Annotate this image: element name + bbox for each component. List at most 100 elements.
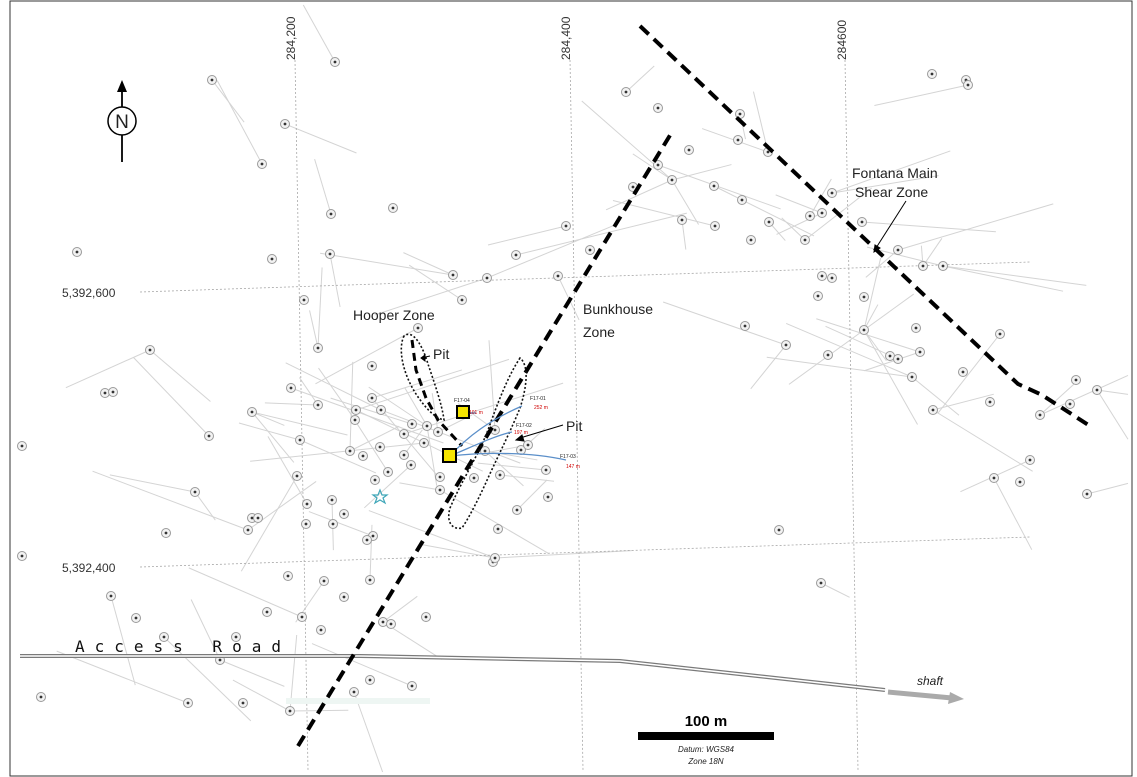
historic-collars (17, 57, 1102, 716)
historic-collar-dot (438, 488, 442, 492)
historic-collar-dot (111, 390, 115, 394)
historic-trace (942, 265, 1087, 286)
historic-collar-dot (1018, 480, 1022, 484)
historic-trace (605, 179, 673, 211)
historic-collar-dot (819, 581, 823, 585)
historic-collar-dot (319, 628, 323, 632)
hole-length-f17-04: 101 m (469, 410, 483, 416)
historic-trace (515, 212, 687, 256)
historic-collar-dot (288, 709, 292, 713)
historic-trace (311, 643, 413, 687)
historic-trace (380, 409, 521, 464)
historic-collar-dot (515, 508, 519, 512)
historic-trace (993, 477, 1033, 550)
historic-trace (314, 159, 332, 215)
historic-trace (318, 367, 356, 421)
historic-collar-dot (656, 106, 660, 110)
historic-trace (349, 425, 400, 452)
historic-collar-dot (373, 478, 377, 482)
collar-f17-04 (456, 405, 470, 419)
scale-bar-label: 100 m (685, 713, 728, 730)
historic-collar-dot (302, 298, 306, 302)
historic-collar-dot (371, 534, 375, 538)
shaft-arrow-head (948, 692, 964, 704)
historic-collar-dot (998, 332, 1002, 336)
easting-label-284600: 284600 (835, 20, 849, 60)
historic-collar-dot (103, 391, 107, 395)
road-highlight (286, 698, 430, 704)
historic-collar-dot (134, 616, 138, 620)
easting-label-284400: 284,400 (559, 16, 573, 60)
historic-collar-dot (820, 274, 824, 278)
historic-collar-dot (784, 343, 788, 347)
hooper-fault (410, 339, 464, 448)
historic-collar-dot (451, 273, 455, 277)
historic-collar-dot (109, 594, 113, 598)
historic-trace (752, 91, 769, 153)
historic-collar-dot (368, 578, 372, 582)
historic-trace (431, 393, 439, 433)
historic-collar-dot (241, 701, 245, 705)
hooper-pit-outline (400, 333, 445, 422)
historic-trace (216, 80, 263, 165)
historic-trace (1039, 374, 1129, 416)
historic-collar-dot (496, 527, 500, 531)
historic-collar-dot (389, 622, 393, 626)
historic-trace (766, 356, 913, 378)
historic-collar-dot (961, 370, 965, 374)
historic-collar-dot (546, 495, 550, 499)
north-arrow: N (107, 80, 137, 162)
historic-trace (657, 164, 781, 210)
historic-trace (330, 397, 413, 425)
historic-collar-dot (298, 438, 302, 442)
historic-trace (911, 376, 960, 416)
historic-collar-dot (483, 449, 487, 453)
easting-label-284200: 284,200 (284, 16, 298, 60)
historic-trace (557, 275, 580, 321)
historic-collar-dot (342, 512, 346, 516)
fontana-leader (875, 200, 907, 249)
map-frame (9, 0, 1133, 777)
historic-collar-dot (328, 252, 332, 256)
historic-trace (1096, 389, 1129, 440)
historic-collar-dot (803, 238, 807, 242)
hole-id-f17-03: F17-03 (560, 454, 576, 460)
historic-collar-dot (330, 498, 334, 502)
north-arrow-head (117, 80, 127, 92)
historic-trace (861, 221, 996, 233)
historic-collar-dot (422, 441, 426, 445)
historic-collar-dot (283, 122, 287, 126)
historic-trace (484, 450, 524, 487)
historic-collar-dot (265, 610, 269, 614)
bunkhouse-pit-label: Pit (566, 418, 582, 434)
historic-trace (163, 636, 252, 722)
historic-trace (194, 491, 216, 521)
historic-collar-dot (424, 615, 428, 619)
historic-trace (349, 361, 354, 452)
historic-collar-dot (564, 224, 568, 228)
historic-collar-dot (749, 238, 753, 242)
access-road (20, 654, 964, 704)
historic-collar-dot (767, 220, 771, 224)
historic-collar-dot (514, 253, 518, 257)
historic-collar-dot (260, 162, 264, 166)
shaft-label: shaft (917, 674, 944, 688)
historic-trace (499, 474, 555, 482)
historic-collar-dot (493, 556, 497, 560)
historic-trace (625, 65, 655, 93)
historic-collar-dot (941, 264, 945, 268)
historic-trace (477, 462, 547, 471)
historic-collar-dot (713, 224, 717, 228)
historic-trace (831, 150, 951, 194)
gridline-northing-5392400 (139, 536, 1031, 568)
historic-collar-dot (631, 185, 635, 189)
historic-collar-dot (862, 295, 866, 299)
collars-2017 (442, 405, 470, 463)
historic-collar-dot (498, 473, 502, 477)
historic-trace (317, 267, 323, 349)
historic-collar-dot (246, 528, 250, 532)
historic-trace (439, 489, 549, 554)
historic-drill-traces (56, 4, 1129, 773)
historic-collar-dot (164, 531, 168, 535)
historic-collar-dot (193, 490, 197, 494)
